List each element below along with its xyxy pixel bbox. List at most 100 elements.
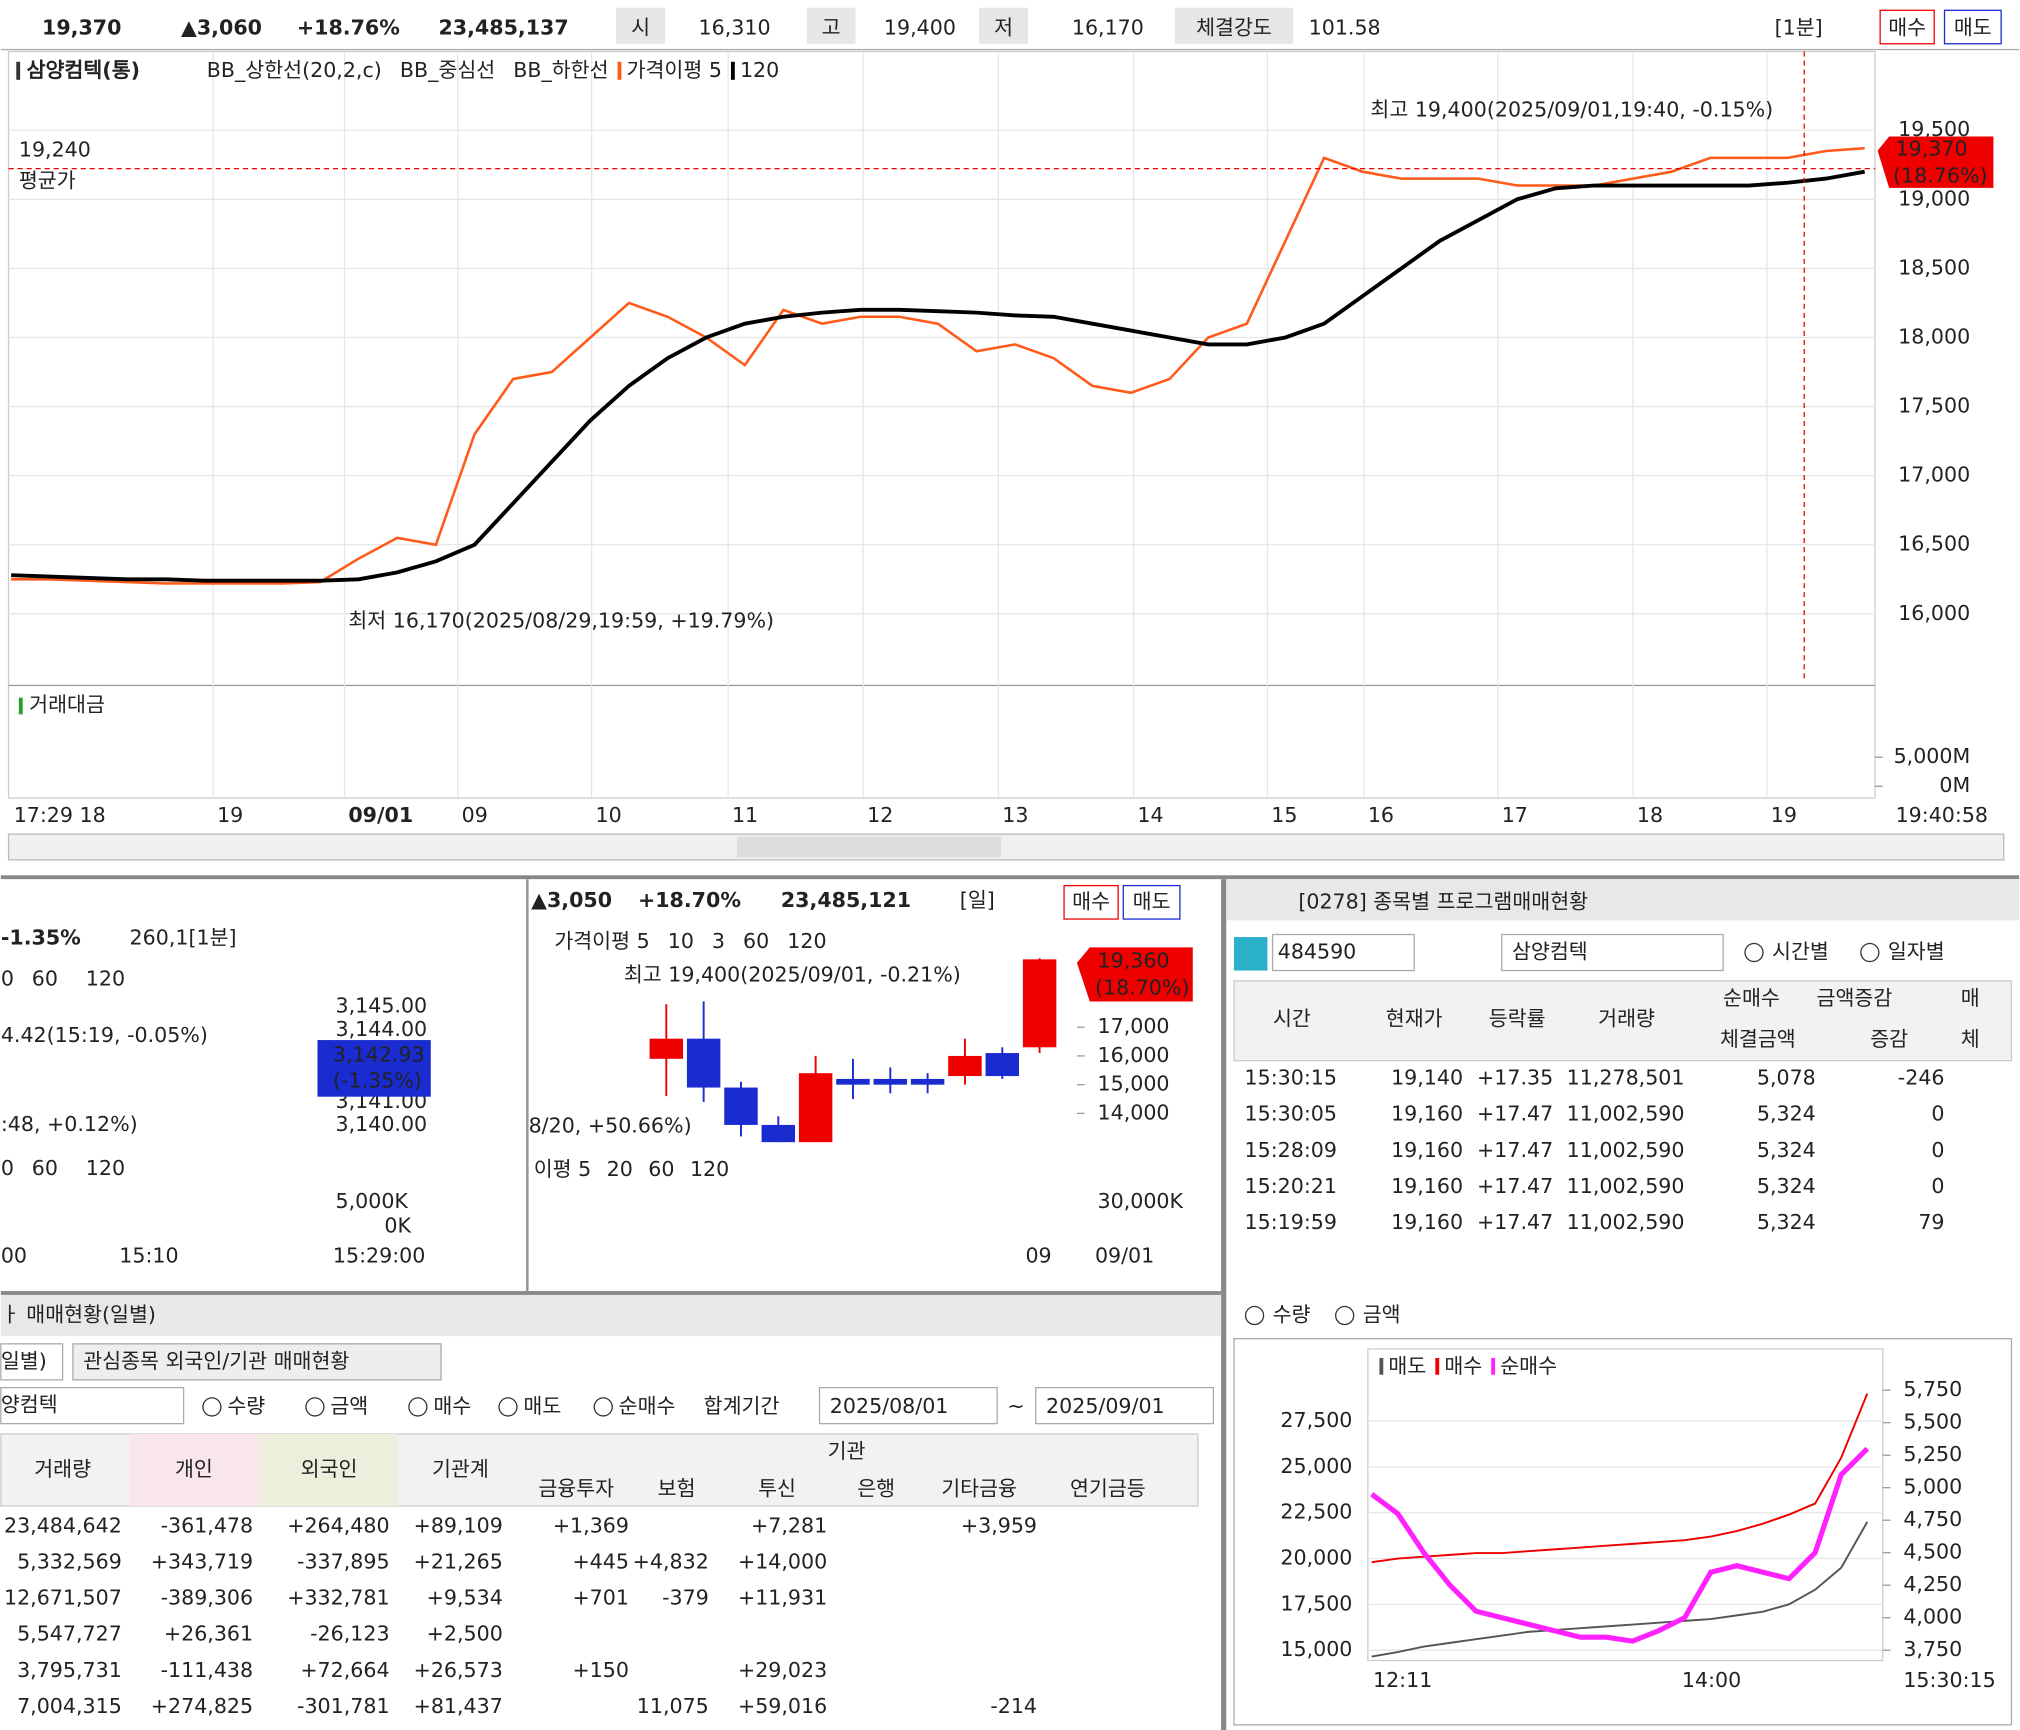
cell: 3,795,731 (17, 1658, 122, 1682)
date-input[interactable] (1035, 1386, 1215, 1425)
stock-input[interactable] (0, 1386, 185, 1425)
cell: 19,160 (1391, 1210, 1463, 1234)
legend-entry: 10 (668, 929, 694, 953)
radio[interactable] (1335, 1305, 1355, 1326)
y-tick-label: 16,500 (1898, 532, 1970, 556)
column-header: 시간 (1273, 1006, 1311, 1030)
label: +18.70% (638, 888, 741, 912)
main-plot (7, 50, 1876, 799)
date-input[interactable] (818, 1386, 998, 1425)
label: 저 (994, 15, 1013, 39)
scroll-thumb[interactable] (737, 836, 1001, 858)
box (1174, 7, 1294, 44)
label: :48, +0.12%) (1, 1112, 138, 1136)
cell: 0 (1931, 1174, 1944, 1198)
cell: +21,265 (414, 1550, 503, 1574)
cell: 7,004,315 (17, 1694, 122, 1718)
label: 2025/08/01 (830, 1394, 949, 1418)
cell: 5,324 (1757, 1174, 1816, 1198)
legend-swatch (617, 61, 622, 80)
cell: 15:28:09 (1245, 1138, 1337, 1162)
legend-swatch (1435, 1357, 1440, 1375)
y-tick-label: 15,000 (1280, 1637, 1352, 1661)
cell: 11,002,590 (1567, 1138, 1685, 1162)
label: [일] (960, 888, 995, 912)
label: 매수 (433, 1394, 471, 1418)
radio[interactable] (1860, 942, 1880, 963)
cell: +343,719 (151, 1550, 253, 1574)
label: 15:30:15 (1903, 1668, 1995, 1692)
radio[interactable] (593, 1397, 613, 1417)
scrollbar[interactable] (7, 833, 2005, 861)
label: 16,170 (1072, 15, 1144, 39)
label: 시간별 (1772, 940, 1829, 964)
label: (18.76%) (1893, 163, 1988, 187)
label: 120 (86, 967, 125, 991)
cell: +264,480 (287, 1514, 389, 1538)
cell: -214 (990, 1694, 1037, 1718)
candle-body (798, 1073, 833, 1143)
label: 23,485,121 (781, 888, 911, 912)
label: 484590 (1278, 940, 1357, 964)
x-tick-label: 17:29 18 (14, 803, 106, 827)
column-header: 거래량 (34, 1457, 91, 1481)
radio[interactable] (408, 1397, 428, 1417)
label: ㅏ 매매현황(일별) (1, 1303, 156, 1327)
label: 순매수 (619, 1394, 676, 1418)
sell-button[interactable] (1943, 9, 2002, 45)
divider (0, 1291, 1222, 1295)
label: +18.76% (297, 15, 400, 39)
cell: 11,002,590 (1567, 1102, 1685, 1126)
legend-entry: 가격이평 5 (627, 58, 722, 82)
radio[interactable] (498, 1397, 518, 1417)
radio[interactable] (202, 1397, 222, 1417)
x-tick-label: 13 (1002, 803, 1028, 827)
radio[interactable] (1244, 1305, 1265, 1326)
column-header: 기관 (828, 1439, 866, 1463)
sell-button[interactable] (1122, 884, 1181, 920)
cell: 15:30:05 (1245, 1102, 1337, 1126)
column-header: 개인 (175, 1457, 213, 1481)
label: 15:29:00 (333, 1243, 425, 1267)
cell: -337,895 (297, 1550, 390, 1574)
cell: -301,781 (297, 1694, 390, 1718)
legend-entry: 60 (648, 1157, 674, 1181)
label: 19,370 (1896, 136, 1968, 160)
cell: +17.47 (1477, 1210, 1553, 1234)
column-header: 체 (1961, 1027, 1980, 1051)
box (979, 7, 1029, 44)
x-tick-label: 15 (1271, 803, 1297, 827)
radio[interactable] (305, 1397, 325, 1417)
x-tick-label: 11 (732, 803, 758, 827)
label: -1.35% (1, 925, 81, 949)
divider (526, 879, 529, 1292)
code-input[interactable] (1271, 933, 1415, 972)
x-tick-label: 18 (1637, 803, 1663, 827)
header-cell (129, 1433, 259, 1507)
radio[interactable] (1744, 942, 1764, 963)
label: 3,140.00 (336, 1112, 428, 1136)
cell: 5,547,727 (17, 1622, 122, 1646)
candle-body (761, 1124, 796, 1143)
label: 매도 (1133, 889, 1171, 913)
cell: 19,160 (1391, 1138, 1463, 1162)
tab[interactable] (72, 1343, 442, 1381)
column-header: 은행 (857, 1476, 895, 1500)
column-header: 순매수 (1723, 986, 1780, 1010)
legend-entry: BB_하한선 (513, 58, 608, 83)
annotation: 최고 19,400(2025/09/01,19:40, -0.15%) (1370, 98, 1773, 122)
cell: +29,023 (738, 1658, 827, 1682)
y-tick-label: 0M (1939, 773, 1970, 797)
label: 0 (1, 967, 14, 991)
divider (1221, 879, 1227, 1730)
tab[interactable] (0, 1343, 64, 1381)
buy-button[interactable] (1879, 9, 1935, 45)
label: 12:11 (1373, 1668, 1432, 1692)
buy-button[interactable] (1063, 884, 1119, 920)
current-tag (317, 1040, 431, 1097)
cell: +17.47 (1477, 1174, 1553, 1198)
label: 매수 (1888, 15, 1926, 39)
y-tick-label: 4,750 (1903, 1507, 1962, 1531)
column-header: 거래량 (1598, 1006, 1655, 1030)
label: 30,000K (1098, 1189, 1184, 1213)
